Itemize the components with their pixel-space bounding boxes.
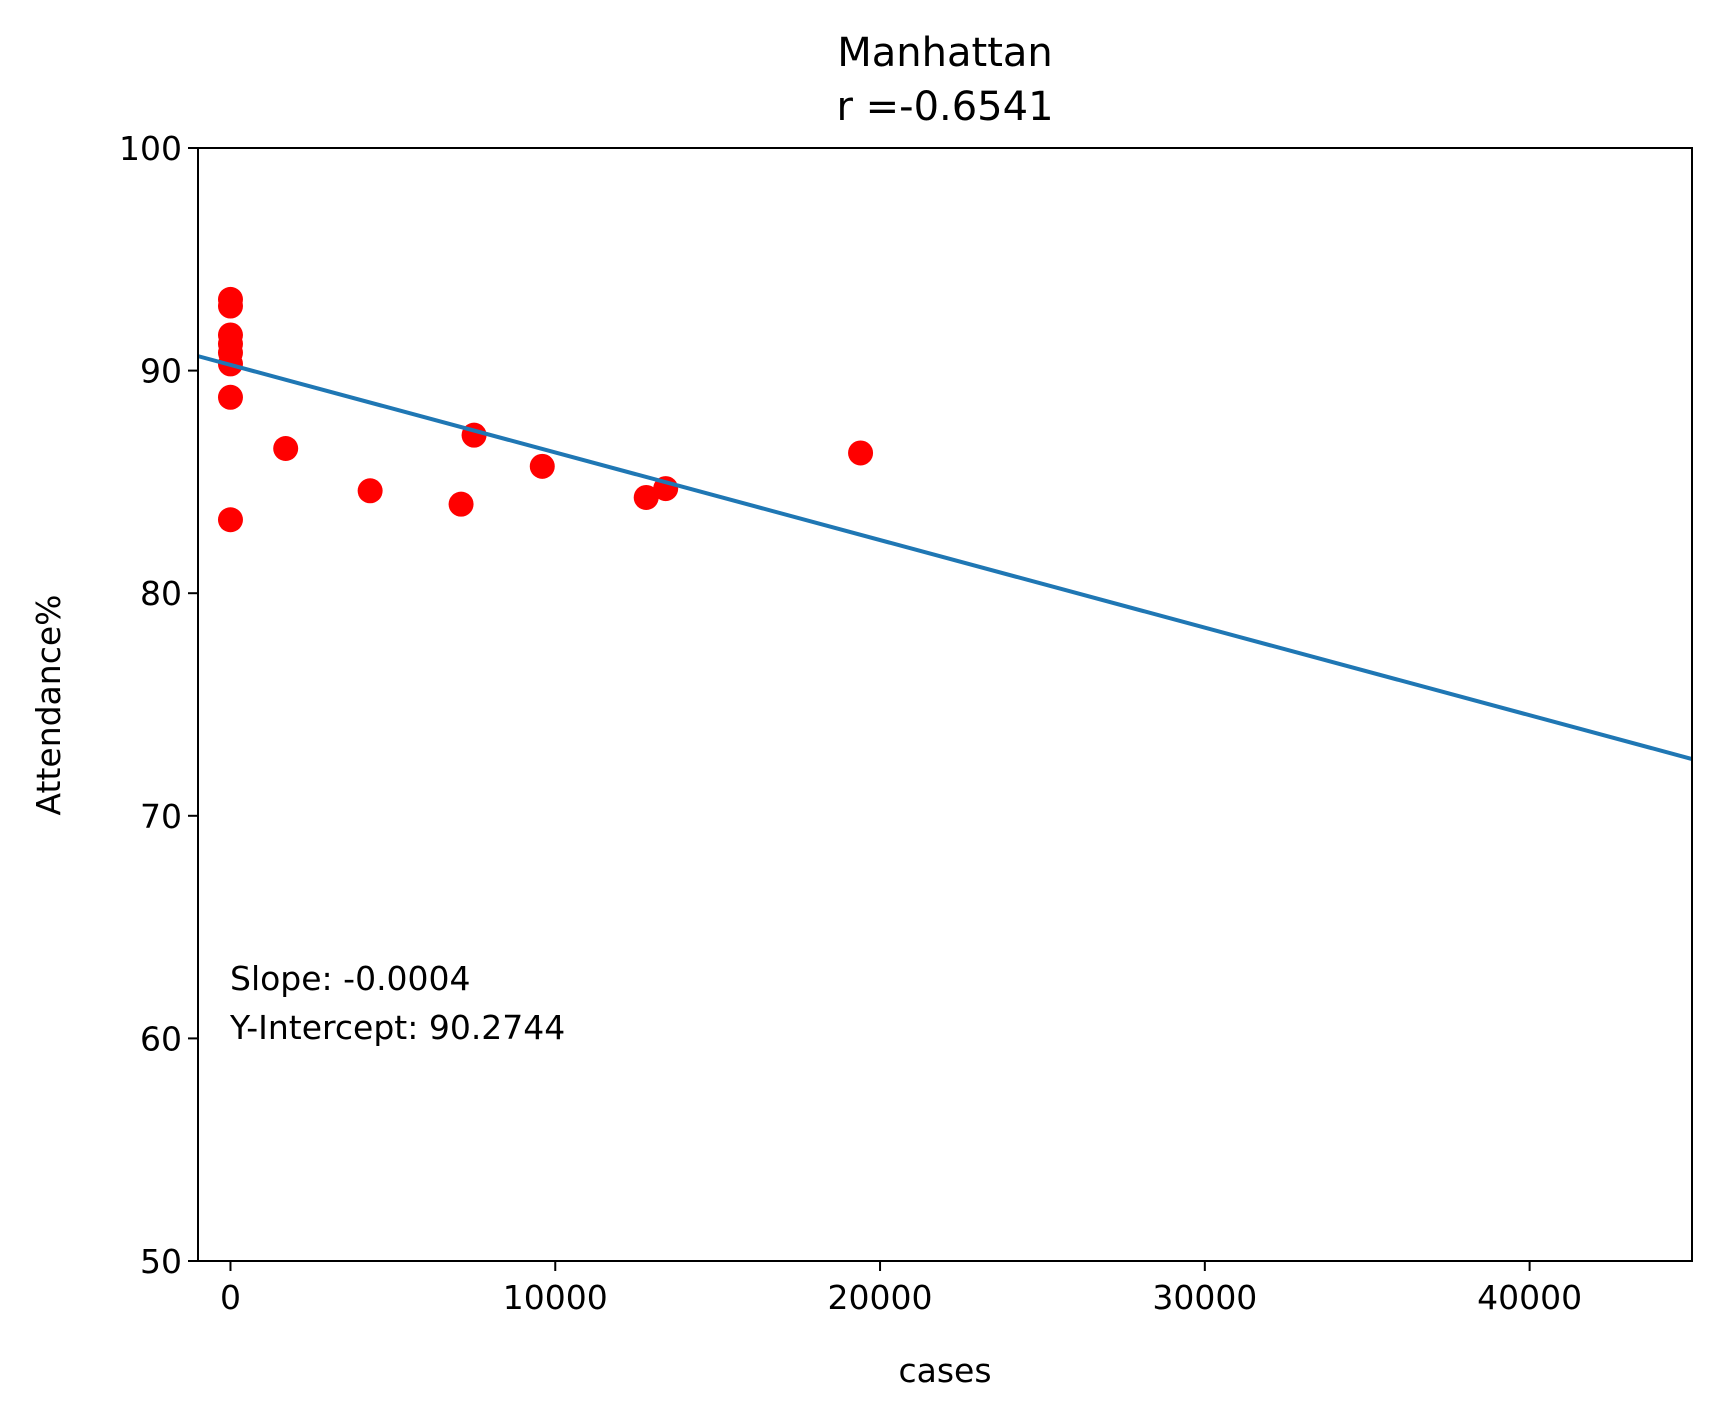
y-tick-label: 100	[119, 129, 182, 168]
data-point	[529, 453, 555, 479]
y-axis: 50 60 70 80 90 100	[119, 129, 198, 1281]
slope-annotation: Slope: -0.0004	[230, 959, 471, 998]
chart-subtitle: r =-0.6541	[836, 84, 1053, 130]
data-point	[273, 436, 299, 462]
data-point	[448, 491, 474, 517]
y-tick-label: 80	[140, 574, 182, 613]
x-tick-label: 10000	[503, 1278, 608, 1317]
data-point	[357, 478, 383, 504]
x-axis-label: cases	[898, 1351, 991, 1390]
y-axis-label: Attendance%	[29, 595, 68, 816]
y-tick-label: 50	[140, 1242, 182, 1281]
x-tick-label: 0	[220, 1278, 241, 1317]
regression-line	[197, 354, 1693, 761]
intercept-annotation: Y-Intercept: 90.2744	[229, 1008, 565, 1047]
x-tick-label: 30000	[1152, 1278, 1257, 1317]
data-point	[217, 384, 243, 410]
plot-area	[197, 286, 1693, 761]
x-axis: 0 10000 20000 30000 40000	[220, 1261, 1582, 1317]
chart-title: Manhattan	[837, 30, 1052, 76]
x-tick-label: 20000	[828, 1278, 933, 1317]
x-tick-label: 40000	[1477, 1278, 1582, 1317]
data-point	[633, 484, 659, 510]
y-tick-label: 60	[140, 1019, 182, 1058]
plot-frame	[197, 147, 1693, 1262]
data-point	[217, 507, 243, 533]
data-point	[217, 293, 243, 319]
data-point	[848, 440, 874, 466]
y-tick-label: 70	[140, 797, 182, 836]
y-tick-label: 90	[140, 352, 182, 391]
